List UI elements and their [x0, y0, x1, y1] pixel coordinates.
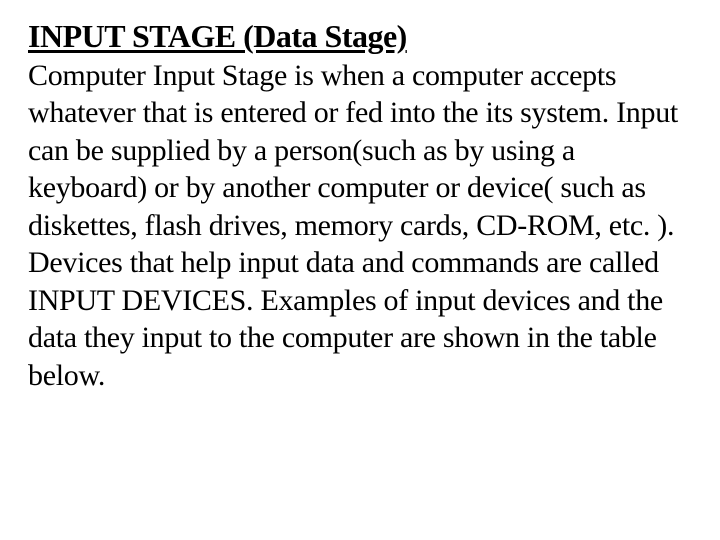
section-heading: INPUT STAGE (Data Stage): [28, 18, 692, 55]
body-paragraph: Computer Input Stage is when a computer …: [28, 57, 692, 395]
